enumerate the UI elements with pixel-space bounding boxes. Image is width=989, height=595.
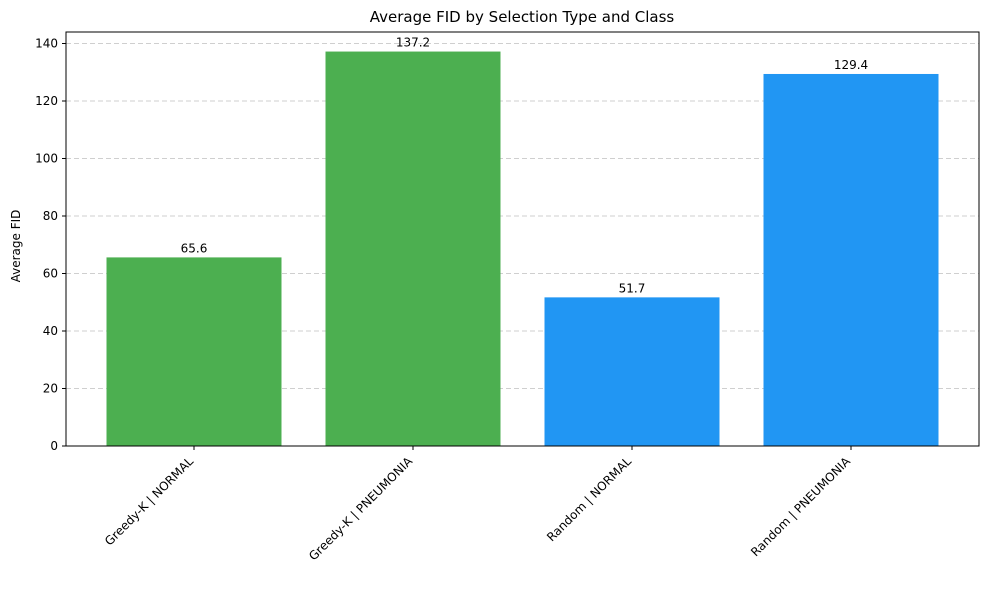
- y-axis-ticks: 0 20 40 60 80 100 120 140: [35, 37, 66, 453]
- y-tick-label: 80: [43, 209, 58, 223]
- y-tick-label: 0: [50, 439, 58, 453]
- x-tick-label: Random | PNEUMONIA: [748, 454, 854, 560]
- bars: [106, 51, 939, 447]
- y-tick-label: 140: [35, 37, 58, 51]
- data-label: 65.6: [181, 241, 208, 255]
- bar: [106, 257, 282, 446]
- data-labels: 65.6 137.2 51.7 129.4: [181, 36, 869, 296]
- x-tick-label: Greedy-K | NORMAL: [102, 454, 196, 548]
- bar: [544, 297, 720, 446]
- x-tick-label: Greedy-K | PNEUMONIA: [306, 454, 416, 564]
- y-tick-label: 60: [43, 267, 58, 281]
- chart-title: Average FID by Selection Type and Class: [370, 8, 675, 26]
- plot-frame: [65, 31, 980, 447]
- y-tick-label: 100: [35, 152, 58, 166]
- data-label: 137.2: [396, 36, 430, 50]
- bar: [763, 73, 939, 446]
- data-label: 129.4: [834, 58, 868, 72]
- y-tick-label: 20: [43, 382, 58, 396]
- x-axis-ticks: Greedy-K | NORMAL Greedy-K | PNEUMONIA Ran…: [102, 446, 854, 563]
- data-label: 51.7: [619, 281, 646, 295]
- y-tick-label: 40: [43, 324, 58, 338]
- y-axis-label: Average FID: [9, 210, 23, 283]
- x-tick-label: Random | NORMAL: [544, 454, 634, 544]
- y-tick-label: 120: [35, 94, 58, 108]
- bar: [325, 51, 501, 447]
